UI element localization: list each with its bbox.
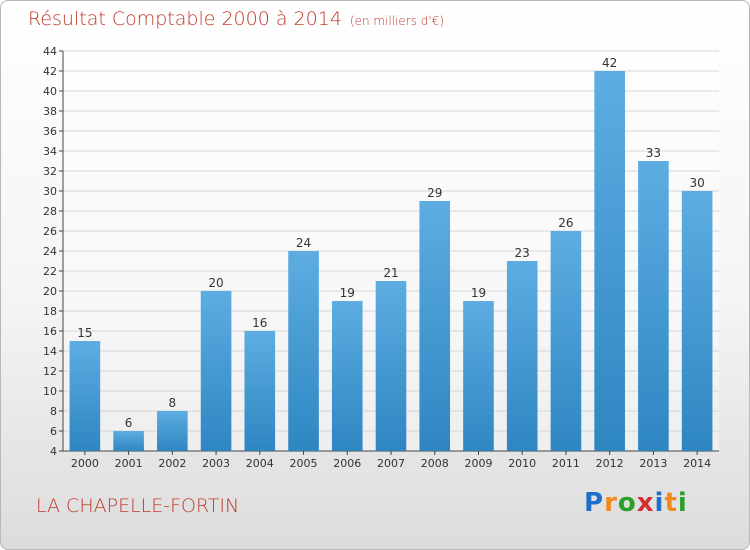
x-tick-label-2007: 2007 bbox=[377, 457, 405, 470]
y-tick-label: 36 bbox=[43, 125, 57, 138]
y-tick-label: 10 bbox=[43, 385, 57, 398]
y-tick-label: 28 bbox=[43, 205, 57, 218]
logo-letter: i bbox=[677, 488, 688, 518]
y-tick-label: 42 bbox=[43, 65, 57, 78]
logo-letter: r bbox=[604, 488, 618, 518]
x-tick-label-2014: 2014 bbox=[683, 457, 711, 470]
y-tick-label: 22 bbox=[43, 265, 57, 278]
x-tick-label-2006: 2006 bbox=[333, 457, 361, 470]
commune-name: LA CHAPELLE-FORTIN bbox=[36, 495, 240, 517]
bar-2005 bbox=[288, 251, 319, 451]
y-tick-label: 20 bbox=[43, 285, 57, 298]
logo-letter: i bbox=[654, 488, 665, 518]
data-label-2008: 29 bbox=[427, 186, 442, 200]
x-tick-label-2008: 2008 bbox=[421, 457, 449, 470]
bar-2009 bbox=[463, 301, 494, 451]
logo-letter: P bbox=[584, 488, 605, 518]
logo-letter: o bbox=[617, 488, 637, 518]
data-label-2004: 16 bbox=[252, 316, 267, 330]
logo-letter: x bbox=[636, 488, 655, 518]
x-tick-label-2010: 2010 bbox=[508, 457, 536, 470]
bar-2014 bbox=[681, 191, 713, 451]
bar-2000 bbox=[69, 341, 101, 451]
x-tick-label-2004: 2004 bbox=[246, 457, 274, 470]
data-label-2011: 26 bbox=[558, 216, 573, 230]
data-label-2012: 42 bbox=[602, 56, 617, 70]
data-label-2002: 8 bbox=[169, 396, 177, 410]
x-tick-label-2011: 2011 bbox=[552, 457, 580, 470]
data-label-2013: 33 bbox=[646, 146, 661, 160]
data-label-2010: 23 bbox=[515, 246, 530, 260]
bar-2006 bbox=[331, 301, 363, 451]
x-tick-label-2012: 2012 bbox=[596, 457, 624, 470]
bar-2011 bbox=[550, 231, 582, 451]
data-label-2005: 24 bbox=[296, 236, 311, 250]
x-tick-label-2013: 2013 bbox=[639, 457, 667, 470]
data-label-2000: 15 bbox=[77, 326, 92, 340]
proxiti-logo: Proxiti bbox=[584, 488, 688, 518]
chart-subtitle: (en milliers d'€) bbox=[349, 14, 445, 28]
x-tick-label-2003: 2003 bbox=[202, 457, 230, 470]
y-tick-label: 6 bbox=[50, 425, 57, 438]
y-tick-label: 4 bbox=[50, 445, 57, 458]
x-tick-label-2005: 2005 bbox=[290, 457, 318, 470]
y-tick-label: 24 bbox=[43, 245, 57, 258]
data-label-2009: 19 bbox=[471, 286, 486, 300]
data-label-2007: 21 bbox=[383, 266, 398, 280]
y-tick-label: 14 bbox=[43, 345, 57, 358]
y-tick-label: 44 bbox=[43, 45, 57, 58]
x-tick-label-2000: 2000 bbox=[71, 457, 99, 470]
data-label-2006: 19 bbox=[340, 286, 355, 300]
y-tick-label: 38 bbox=[43, 105, 57, 118]
y-tick-label: 30 bbox=[43, 185, 57, 198]
bar-2013 bbox=[638, 161, 669, 451]
y-tick-label: 26 bbox=[43, 225, 57, 238]
chart-title: Résultat Comptable 2000 à 2014 (en millie… bbox=[28, 8, 445, 30]
y-tick-label: 18 bbox=[43, 305, 57, 318]
x-tick-label-2009: 2009 bbox=[464, 457, 492, 470]
bar-2012 bbox=[594, 71, 625, 451]
data-label-2014: 30 bbox=[689, 176, 704, 190]
bar-2003 bbox=[200, 291, 232, 451]
data-label-2001: 6 bbox=[125, 416, 133, 430]
y-tick-label: 32 bbox=[43, 165, 57, 178]
y-tick-label: 16 bbox=[43, 325, 57, 338]
bar-2002 bbox=[157, 411, 188, 451]
y-tick-label: 12 bbox=[43, 365, 57, 378]
bar-2007 bbox=[375, 281, 407, 451]
logo-letter: t bbox=[664, 488, 678, 518]
y-tick-label: 34 bbox=[43, 145, 57, 158]
y-tick-label: 8 bbox=[50, 405, 57, 418]
bar-2004 bbox=[244, 331, 276, 451]
y-tick-label: 40 bbox=[43, 85, 57, 98]
bar-2001 bbox=[113, 431, 144, 451]
bar-2010 bbox=[506, 261, 538, 451]
data-label-2003: 20 bbox=[208, 276, 223, 290]
x-tick-label-2002: 2002 bbox=[158, 457, 186, 470]
bar-2008 bbox=[419, 201, 451, 451]
x-tick-label-2001: 2001 bbox=[115, 457, 143, 470]
